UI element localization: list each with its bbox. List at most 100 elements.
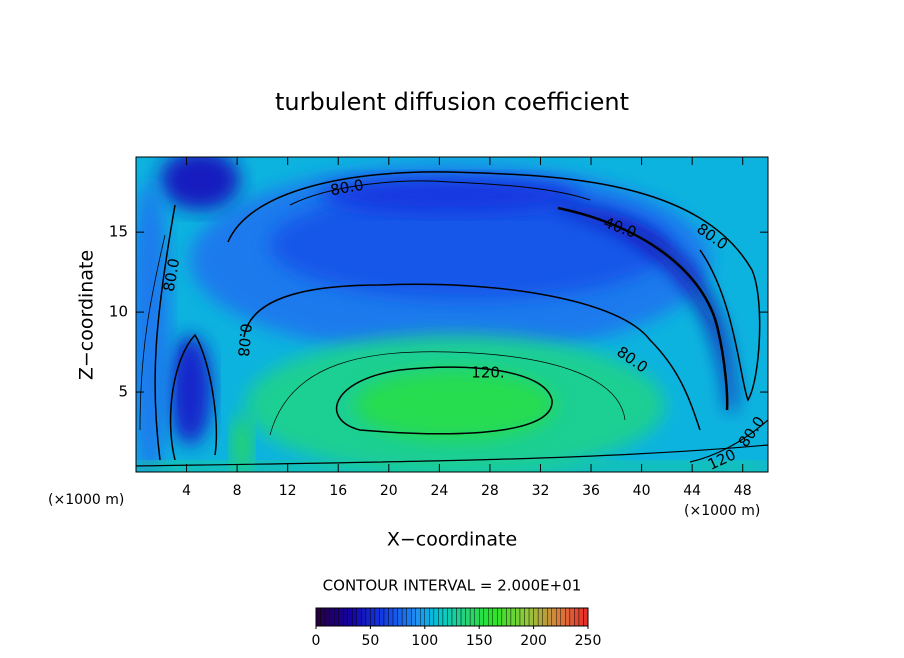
colorbar-cell: [515, 607, 521, 627]
contour-line: [227, 171, 761, 402]
colorbar-cell: [483, 607, 489, 627]
colorbar-cell: [420, 607, 425, 627]
colorbar-cell: [474, 607, 480, 627]
x-tick-label: 44: [683, 483, 701, 499]
colorbar-cell: [397, 607, 403, 627]
contour-line: [689, 419, 768, 463]
colorbar-tick-label: 100: [411, 633, 438, 649]
colorbar-cell: [406, 607, 412, 627]
x-tick-label: 24: [430, 483, 448, 499]
colorbar-cell: [510, 607, 516, 627]
x-tick-label: 32: [532, 483, 550, 499]
colorbar-cell: [392, 607, 398, 627]
contour-line: [169, 333, 218, 461]
field-region: [160, 157, 240, 210]
contour-label: 120.: [471, 364, 504, 382]
colorbar-cell: [469, 607, 475, 627]
x-unit-left: (×1000 m): [48, 492, 124, 508]
contour-line: [335, 366, 553, 435]
colorbar-cell: [315, 607, 321, 627]
colorbar-cell: [528, 607, 534, 627]
x-tick-label: 8: [233, 483, 242, 499]
colorbar-cell: [574, 607, 580, 627]
colorbar-cell: [519, 607, 525, 627]
y-tick-label: 5: [118, 383, 128, 401]
colorbar-cell: [492, 607, 498, 627]
contour-label: 0.08: [234, 323, 255, 358]
colorbar-cell: [578, 607, 584, 627]
y-tick-label: 15: [109, 223, 128, 241]
colorbar-cell: [456, 607, 462, 627]
x-tick-label: 48: [734, 483, 752, 499]
colorbar-cell: [324, 607, 330, 627]
colorbar-cell: [569, 607, 575, 627]
x-tick-label: 36: [582, 483, 600, 499]
colorbar-cell: [438, 607, 444, 627]
contour-line: [243, 283, 701, 431]
colorbar-tick-label: 250: [575, 633, 602, 649]
colorbar-cell: [388, 607, 394, 627]
contour-label: 80.0: [160, 257, 184, 293]
plot-frame: [135, 156, 769, 473]
colorbar-cell: [465, 607, 471, 627]
y-axis-label: Z−coordinate: [76, 250, 98, 380]
colorbar-cell: [451, 607, 457, 627]
colorbar-cell: [411, 607, 416, 627]
x-tick-label: 28: [481, 483, 499, 499]
colorbar-cell: [506, 607, 512, 627]
colorbar-cell: [347, 607, 353, 627]
colorbar-cell: [460, 607, 466, 627]
field-region: [355, 370, 555, 440]
colorbar-cell: [565, 607, 571, 627]
colorbar-tick-label: 200: [520, 633, 547, 649]
chart-title: turbulent diffusion coefficient: [275, 88, 629, 116]
colorbar-cell: [365, 607, 371, 627]
colorbar-cell: [370, 607, 376, 627]
field: [136, 157, 768, 472]
x-axis-label: X−coordinate: [387, 529, 517, 551]
contour-line: [154, 204, 176, 461]
contour-line: [139, 234, 166, 431]
x-tick-label: 16: [329, 483, 347, 499]
x-tick-label: 4: [182, 483, 191, 499]
field-region: [168, 335, 212, 445]
colorbar-cell: [320, 607, 326, 627]
colorbar-cell: [433, 607, 439, 627]
colorbar-cell: [501, 607, 507, 627]
colorbar-cell: [329, 607, 335, 627]
colorbar-tick-label: 50: [361, 633, 379, 649]
field-region: [555, 205, 735, 410]
field-region: [232, 415, 252, 472]
colorbar-cell: [533, 607, 539, 627]
colorbar-cell: [537, 607, 543, 627]
colorbar-cell: [547, 607, 552, 627]
field-region: [136, 462, 768, 472]
colorbar-cell: [379, 607, 385, 627]
colorbar-cell: [560, 607, 566, 627]
contour-label: 80.0: [329, 176, 365, 200]
colorbar-cell: [447, 607, 453, 627]
colorbar-cell: [488, 607, 493, 627]
colorbar: 0 50 100 150 200 250: [312, 607, 602, 649]
colorbar-cell: [415, 607, 421, 627]
colorbar-cell: [338, 607, 344, 627]
colorbar-cell: [424, 607, 430, 627]
contour-line: [289, 180, 591, 206]
x-unit-right: (×1000 m): [684, 503, 760, 519]
colorbar-frame: [315, 607, 589, 627]
contour-line: [136, 444, 768, 467]
colorbar-cell: [551, 607, 557, 627]
colorbar-cell: [383, 607, 389, 627]
colorbar-cell: [352, 607, 357, 627]
contour-interval: CONTOUR INTERVAL = 2.000E+01: [323, 577, 582, 595]
colorbar-cell: [479, 607, 484, 627]
colorbar-cell: [497, 607, 503, 627]
colorbar-cell: [361, 607, 367, 627]
x-tick-label: 20: [380, 483, 398, 499]
colorbar-cell: [524, 607, 530, 627]
colorbar-cell: [542, 607, 548, 627]
colorbar-cell: [333, 607, 339, 627]
colorbar-cell: [442, 607, 448, 627]
